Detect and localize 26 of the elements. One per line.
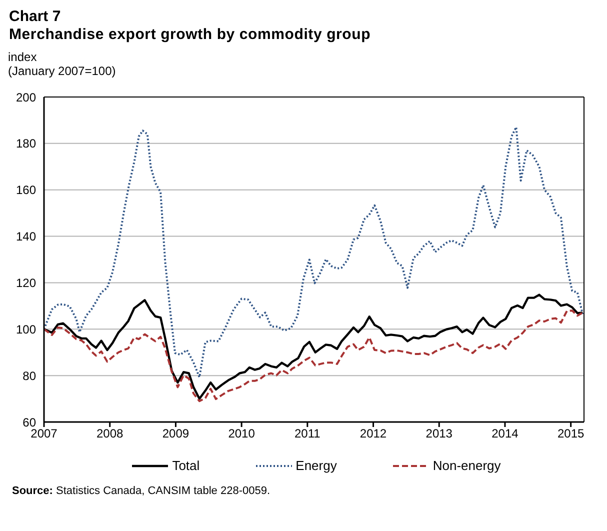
legend-label: Total [172, 458, 200, 473]
legend-label: Non-energy [432, 458, 501, 473]
y-tick-label: 80 [22, 368, 36, 383]
line-series [44, 310, 584, 402]
y-axis-title: index (January 2007=100) [8, 50, 117, 78]
x-tick-label: 2014 [492, 426, 519, 441]
y-tick-label: 200 [16, 90, 36, 104]
source-note: Source: Statistics Canada, CANSIM table 228-0059. [11, 485, 272, 497]
x-tick-label: 2009 [162, 426, 190, 441]
x-tick-label: 2013 [426, 426, 453, 441]
chart-title: Chart 7 [8, 8, 62, 26]
y-tick-label: 60 [22, 415, 36, 430]
line-series [44, 126, 584, 378]
y-tick-label: 160 [16, 183, 36, 198]
y-tick-label: 140 [16, 230, 36, 244]
x-tick-label: 2015 [557, 426, 584, 441]
x-tick-label: 2011 [294, 426, 321, 441]
legend-label: Energy [296, 458, 337, 473]
x-tick-label: 2010 [228, 426, 256, 441]
x-tick-label: 2012 [360, 426, 387, 441]
x-tick-label: 2007 [30, 426, 58, 441]
y-tick-label: 180 [16, 136, 36, 151]
y-tick-label: 100 [16, 322, 36, 336]
y-tick-label: 120 [16, 276, 36, 290]
x-tick-label: 2008 [96, 426, 124, 441]
chart-subtitle: Merchandise export growth by commodity group [8, 26, 372, 44]
